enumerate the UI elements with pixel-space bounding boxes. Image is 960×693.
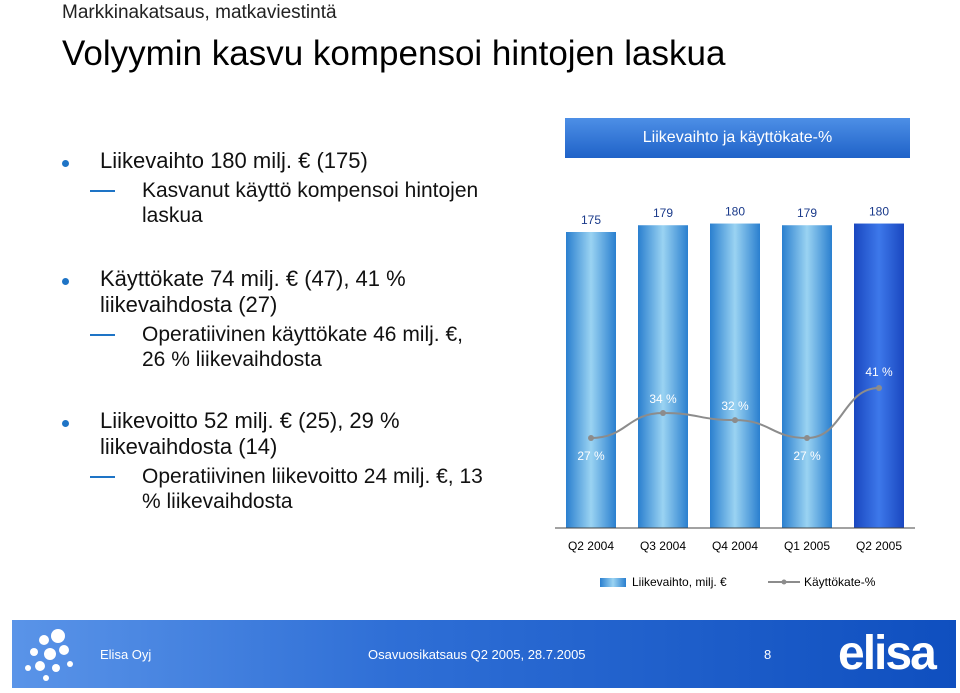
bar-value-label: 179 — [653, 206, 673, 220]
bar-q3-2004 — [638, 225, 688, 528]
elisa-wordmark-logo: elisa — [838, 627, 937, 680]
sub-bullet-text: Operatiivinen liikevoitto 24 milj. €, 13… — [142, 465, 483, 513]
bar-q4-2004 — [710, 223, 760, 529]
ebitda-point — [588, 435, 594, 441]
x-tick-label: Q2 2004 — [568, 539, 614, 553]
sub-bullet-text: Operatiivinen käyttökate 46 milj. €, 26 … — [142, 323, 463, 371]
chart-title: Liikevaihto ja käyttökate-% — [565, 118, 910, 158]
dash-icon — [90, 190, 115, 192]
bullet-item: Käyttökate 74 milj. € (47), 41 % liikeva… — [62, 266, 522, 318]
ebitda-point — [876, 385, 882, 391]
ebitda-value-label: 27 % — [793, 449, 821, 463]
slide-title: Volyymin kasvu kompensoi hintojen laskua — [62, 34, 726, 73]
bar-value-label: 180 — [869, 205, 889, 219]
bullet-text: Liikevaihto 180 milj. € (175) — [100, 148, 368, 173]
ebitda-value-label: 27 % — [577, 449, 605, 463]
bullet-item: Liikevaihto 180 milj. € (175) — [62, 148, 522, 174]
legend-line-marker — [781, 579, 787, 585]
legend-label-revenue: Liikevaihto, milj. € — [632, 575, 727, 589]
bar-value-label: 180 — [725, 205, 745, 219]
bullet-dot-icon — [62, 278, 69, 285]
ebitda-value-label: 41 % — [865, 365, 893, 379]
bullet-text: Käyttökate 74 milj. € (47), 41 % liikeva… — [100, 266, 406, 317]
dash-icon — [90, 334, 115, 336]
sub-bullet-item: Operatiivinen liikevoitto 24 milj. €, 13… — [90, 464, 490, 514]
legend-bar-swatch — [600, 578, 626, 587]
bullet-dot-icon — [62, 420, 69, 427]
x-tick-label: Q2 2005 — [856, 539, 902, 553]
bullet-text: Liikevoitto 52 milj. € (25), 29 % liikev… — [100, 408, 400, 459]
x-tick-label: Q3 2004 — [640, 539, 686, 553]
bullet-item: Liikevoitto 52 milj. € (25), 29 % liikev… — [62, 408, 522, 460]
legend-label-ebitda: Käyttökate-% — [804, 575, 876, 589]
bullet-dot-icon — [62, 160, 69, 167]
x-tick-label: Q4 2004 — [712, 539, 758, 553]
revenue-ebitda-chart: 175 Q2 2004 179 Q3 2004 180 Q4 2004 179 Q1 2005… — [555, 205, 915, 553]
bar-value-label: 175 — [581, 213, 601, 227]
sub-bullet-item: Operatiivinen käyttökate 46 milj. €, 26 … — [90, 322, 490, 372]
footer-report-title: Osavuosikatsaus Q2 2005, 28.7.2005 — [368, 647, 586, 662]
ebitda-point — [804, 435, 810, 441]
ebitda-value-label: 32 % — [721, 399, 749, 413]
sub-bullet-text: Kasvanut käyttö kompensoi hintojen lasku… — [142, 179, 479, 227]
bar-q2-2005 — [854, 223, 904, 529]
bar-value-label: 179 — [797, 206, 817, 220]
ebitda-point — [660, 410, 666, 416]
bar-q2-2004 — [566, 232, 616, 528]
x-tick-label: Q1 2005 — [784, 539, 830, 553]
footer-company: Elisa Oyj — [100, 647, 152, 662]
page-number: 8 — [764, 647, 772, 662]
footer-bar: Elisa Oyj Osavuosikatsaus Q2 2005, 28.7.… — [12, 620, 956, 688]
ebitda-percent-line — [590, 387, 880, 440]
bar-q1-2005 — [782, 225, 832, 528]
section-subtitle: Markkinakatsaus, matkaviestintä — [62, 2, 337, 23]
ebitda-value-label: 34 % — [649, 392, 677, 406]
elisa-dots-logo-icon — [25, 629, 73, 681]
dash-icon — [90, 476, 115, 478]
sub-bullet-item: Kasvanut käyttö kompensoi hintojen lasku… — [90, 178, 490, 228]
ebitda-point — [732, 417, 738, 424]
